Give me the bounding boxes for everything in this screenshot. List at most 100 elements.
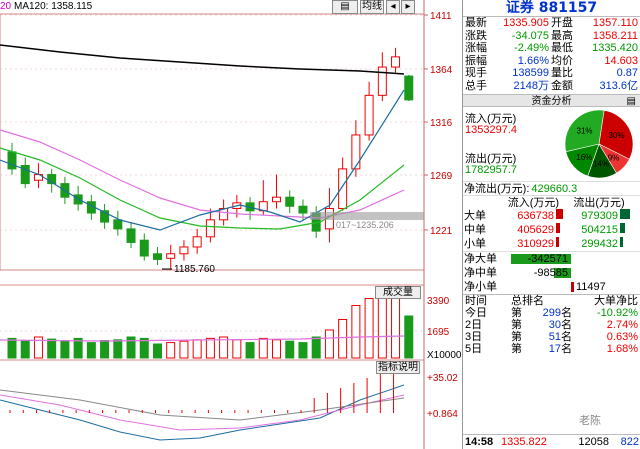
ranking-time: 2日 <box>465 319 483 331</box>
net-order-table: 净大单 -342571 净中单 -98585 净小单 11497 <box>463 251 640 294</box>
net-order-value: -342571 <box>527 253 568 265</box>
order-out-bar <box>620 237 623 247</box>
volume-bar <box>73 337 83 359</box>
quote-label: 最低 <box>551 42 573 54</box>
quote-label: 最新 <box>465 17 487 29</box>
outflow-label: 流出(万元) <box>465 153 517 165</box>
ma10-line <box>0 89 405 231</box>
volume-bar <box>298 342 308 359</box>
ma120-label: MA120: 1358.115 <box>14 1 93 12</box>
order-row: 大单 636738 979309 <box>463 209 640 223</box>
ranking-prefix: 第 <box>511 343 522 355</box>
volume-bar <box>152 343 162 359</box>
volume-bar <box>86 342 96 359</box>
toolbar-button-1[interactable]: ▤ <box>332 0 358 14</box>
volume-bar <box>391 294 401 359</box>
ranking-table: 今日 第 299 名 -10.92% 2日 第 30 名 2.74% 3日 第 51… <box>463 307 640 355</box>
volume-bar <box>258 337 268 359</box>
kline-chart-area[interactable]: 1411 1364 1316 1269 1221 017~1235.206 1185.760… <box>0 0 462 449</box>
quote-label: 总手 <box>465 79 487 92</box>
ranking-rank: 30 <box>548 319 561 331</box>
volume-bar <box>47 338 57 359</box>
volume-bar <box>364 298 374 359</box>
pie-slice-label: 14% <box>593 160 609 169</box>
toolbar-button-1-icon: ▤ <box>340 1 350 12</box>
ranking-suffix: 名 <box>561 343 572 355</box>
candle-body <box>205 219 215 238</box>
ranking-rank: 51 <box>548 331 561 343</box>
fund-analysis-menu-icon[interactable]: ▤ <box>626 96 636 107</box>
quote-value: 313.6亿 <box>599 79 638 92</box>
volume-bar <box>351 305 361 359</box>
volume-bar <box>338 319 348 359</box>
pie-slice-label: 16% <box>576 153 592 162</box>
indicator-line <box>0 384 405 441</box>
order-row: 小单 310929 299432 <box>463 237 640 251</box>
price-axis-label: 1316 <box>430 118 453 129</box>
quote-label: 最高 <box>551 29 573 42</box>
quote-value: 14.603 <box>604 54 638 67</box>
right-arrow-button[interactable]: ▸ <box>401 0 415 14</box>
ranking-prefix: 第 <box>511 331 522 343</box>
fund-pie-chart: 30% 9%14%16% 31% <box>564 109 634 179</box>
quote-label: 涨幅 <box>465 42 487 54</box>
order-in-bar <box>556 223 560 233</box>
net-order-label: 净中单 <box>464 267 497 279</box>
volume-title-button[interactable]: 成交量 <box>375 286 421 299</box>
volume-bar <box>377 291 387 359</box>
quote-row: 总手 2148万 金额 313.6亿 <box>463 80 640 93</box>
candle-body <box>351 134 361 170</box>
net-order-row: 净小单 11497 <box>463 280 640 294</box>
ranking-time: 3日 <box>465 331 483 343</box>
volume-axis-label: 3390 <box>427 296 450 307</box>
volume-axis-label: 1695 <box>427 327 450 338</box>
order-in-header: 流入(万元) <box>507 196 560 209</box>
order-label: 大单 <box>464 210 486 222</box>
ranking-prefix: 第 <box>511 319 522 331</box>
inflow-value: 1353297.4 <box>465 124 517 136</box>
candle-body <box>377 66 387 96</box>
volume-bar <box>324 329 334 359</box>
quote-label: 涨跌 <box>465 29 487 42</box>
volume-bar <box>232 339 242 359</box>
pie-slice-label: 31% <box>577 127 593 136</box>
ranking-row: 今日 第 299 名 -10.92% <box>463 307 640 319</box>
tick-price: 1335.822 <box>501 436 547 448</box>
pie-slice-label: 30% <box>608 131 624 140</box>
indicator-axis-label: +35.02 <box>427 373 458 384</box>
ma-prefix: 20 <box>0 1 12 12</box>
ranking-row: 5日 第 17 名 1.68% <box>463 343 640 355</box>
candle-body <box>20 165 30 185</box>
kline-chart-svg[interactable]: 1411 1364 1316 1269 1221 017~1235.206 1185.760… <box>0 0 462 449</box>
quote-label: 开盘 <box>551 17 573 29</box>
quote-value: 1.66% <box>517 54 549 67</box>
volume-bar <box>272 339 282 359</box>
indicator-axis-label: +0.864 <box>427 409 458 420</box>
ma-button[interactable]: 均线 <box>360 0 384 14</box>
fund-analysis-label: 资金分析 <box>531 96 572 107</box>
order-out-bar <box>620 223 625 233</box>
candle-body <box>272 196 282 203</box>
quote-value: 1335.420 <box>592 42 638 54</box>
volume-bar <box>113 339 123 359</box>
candle-body <box>113 219 123 230</box>
net-order-value: -98585 <box>533 267 568 279</box>
quote-table: 最新 1335.905 开盘 1357.110 涨跌 -34.075 最高 135… <box>463 17 640 92</box>
volume-bar <box>192 339 202 359</box>
quote-row: 振幅 1.66% 均价 14.603 <box>463 55 640 68</box>
indicator-help-button[interactable]: 指标说明 <box>376 361 420 374</box>
ranking-ratio: -10.92% <box>597 307 638 319</box>
quote-label: 现手 <box>465 67 487 79</box>
quote-row: 最新 1335.905 开盘 1357.110 <box>463 17 640 30</box>
left-arrow-button[interactable]: ◂ <box>386 0 400 14</box>
volume-bar <box>139 337 149 359</box>
candle-body <box>100 210 110 223</box>
ranking-header-time: 时间 <box>465 295 487 307</box>
candle-body <box>152 253 162 260</box>
price-axis-label: 1269 <box>430 171 453 182</box>
right-arrow-icon: ▸ <box>405 1 411 12</box>
volume-bar <box>285 340 295 359</box>
security-title: 证券 881157 <box>463 0 640 17</box>
candle-body <box>364 94 374 136</box>
ranking-header: 时间 总排名 大单净比 <box>463 294 640 307</box>
